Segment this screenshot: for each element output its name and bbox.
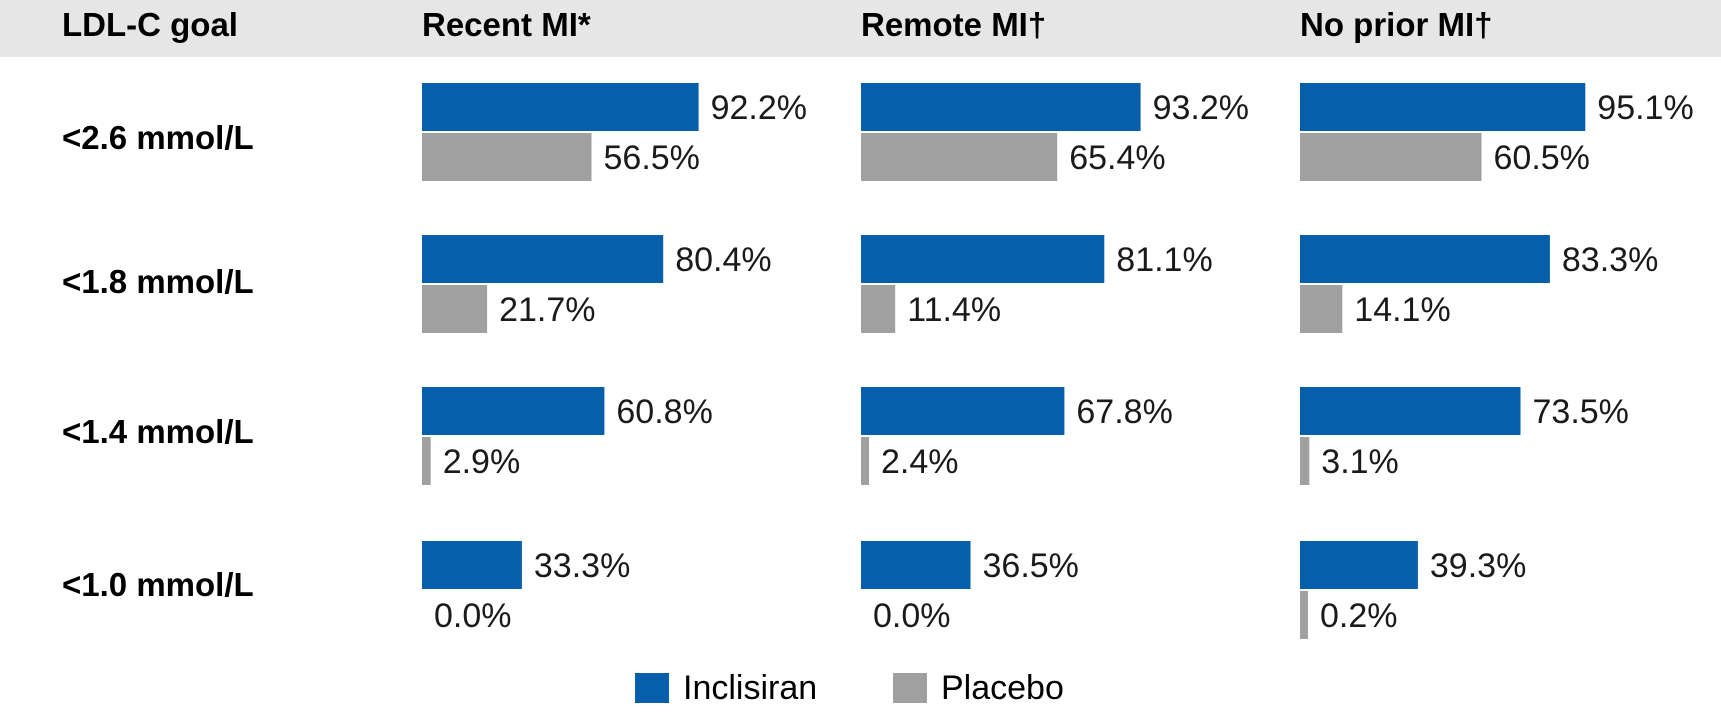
- value-label-placebo-group1-row2: 2.4%: [881, 443, 959, 481]
- bar-placebo-group1-row1: [861, 285, 896, 333]
- bar-inclisiran-group1-row2: [861, 387, 1065, 435]
- legend-label-placebo: Placebo: [941, 668, 1064, 707]
- row-label-2-6: <2.6 mmol/L: [62, 119, 254, 156]
- bar-inclisiran-group1-row0: [861, 83, 1141, 131]
- value-label-inclisiran-group1-row2: 67.8%: [1076, 393, 1172, 431]
- bar-inclisiran-group2-row3: [1300, 541, 1418, 589]
- value-label-placebo-group1-row3: 0.0%: [873, 597, 951, 635]
- value-label-placebo-group1-row0: 65.4%: [1069, 139, 1165, 177]
- bar-placebo-group2-row2: [1300, 437, 1310, 485]
- value-label-placebo-group0-row0: 56.5%: [604, 139, 700, 177]
- value-label-placebo-group0-row1: 21.7%: [499, 291, 595, 329]
- bar-placebo-group2-row1: [1300, 285, 1343, 333]
- value-label-placebo-group2-row3: 0.2%: [1320, 597, 1398, 635]
- legend-item-inclisiran: Inclisiran: [635, 668, 817, 708]
- bar-inclisiran-group0-row2: [422, 387, 605, 435]
- value-label-inclisiran-group2-row0: 95.1%: [1597, 89, 1693, 127]
- value-label-inclisiran-group2-row3: 39.3%: [1430, 547, 1526, 585]
- header-group-recent-mi: Recent MI*: [422, 6, 591, 43]
- value-label-inclisiran-group1-row0: 93.2%: [1153, 89, 1249, 127]
- row-label-1-0: <1.0 mmol/L: [62, 566, 254, 603]
- bar-inclisiran-group2-row0: [1300, 83, 1586, 131]
- value-label-inclisiran-group0-row0: 92.2%: [711, 89, 807, 127]
- header-group-no-prior-mi: No prior MI†: [1300, 6, 1493, 43]
- legend-label-inclisiran: Inclisiran: [683, 668, 818, 707]
- value-label-placebo-group2-row1: 14.1%: [1354, 291, 1450, 329]
- value-label-inclisiran-group1-row3: 36.5%: [983, 547, 1079, 585]
- bar-chart: 92.2% 80.4% 60.8% 33.3% 56.5% 21.7% 2.9% 0.0% 93…: [422, 83, 1694, 639]
- value-label-inclisiran-group0-row3: 33.3%: [534, 547, 630, 585]
- header-group-remote-mi: Remote MI†: [861, 6, 1047, 43]
- bar-inclisiran-group0-row1: [422, 235, 664, 283]
- bar-placebo-group2-row3: [1300, 591, 1308, 639]
- bar-placebo-group2-row0: [1300, 133, 1482, 181]
- value-label-placebo-group0-row2: 2.9%: [443, 443, 521, 481]
- bar-inclisiran-group1-row1: [861, 235, 1105, 283]
- value-label-placebo-group2-row2: 3.1%: [1321, 443, 1399, 481]
- legend-swatch-inclisiran: [635, 673, 669, 703]
- bar-inclisiran-group1-row3: [861, 541, 971, 589]
- header-band: [0, 0, 1721, 57]
- bar-inclisiran-group2-row2: [1300, 387, 1521, 435]
- bar-inclisiran-group2-row1: [1300, 235, 1550, 283]
- value-label-inclisiran-group0-row1: 80.4%: [675, 241, 771, 279]
- bar-placebo-group1-row0: [861, 133, 1058, 181]
- value-label-inclisiran-group2-row2: 73.5%: [1533, 393, 1629, 431]
- value-label-placebo-group0-row3: 0.0%: [434, 597, 512, 635]
- bar-placebo-group0-row1: [422, 285, 488, 333]
- bar-placebo-group0-row0: [422, 133, 592, 181]
- row-label-1-4: <1.4 mmol/L: [62, 413, 254, 450]
- row-label-1-8: <1.8 mmol/L: [62, 263, 254, 300]
- bar-inclisiran-group0-row3: [422, 541, 522, 589]
- value-label-placebo-group1-row1: 11.4%: [907, 291, 1001, 329]
- legend: Inclisiran Placebo: [0, 668, 1721, 708]
- bar-placebo-group1-row2: [861, 437, 869, 485]
- value-label-placebo-group2-row0: 60.5%: [1494, 139, 1590, 177]
- value-label-inclisiran-group1-row1: 81.1%: [1116, 241, 1212, 279]
- bar-inclisiran-group0-row0: [422, 83, 699, 131]
- value-label-inclisiran-group0-row2: 60.8%: [616, 393, 712, 431]
- bar-placebo-group0-row2: [422, 437, 431, 485]
- legend-item-placebo: Placebo: [893, 668, 1064, 708]
- header-goal-label: LDL-C goal: [62, 6, 238, 43]
- value-label-inclisiran-group2-row1: 83.3%: [1562, 241, 1658, 279]
- legend-swatch-placebo: [893, 673, 927, 703]
